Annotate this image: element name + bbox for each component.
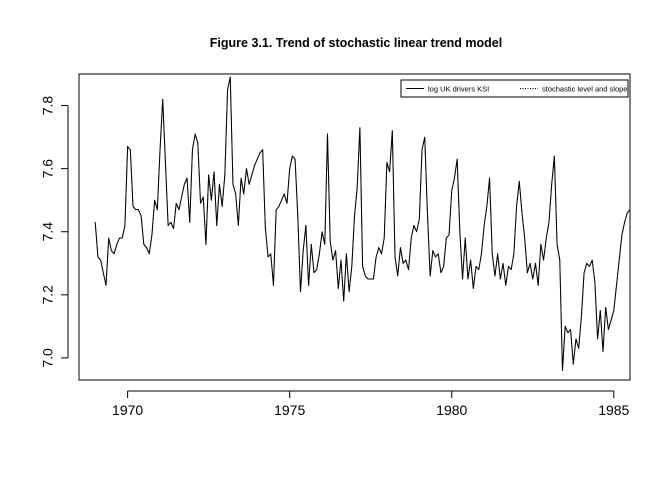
x-tick-label: 1980 [436, 402, 467, 418]
series-layer [94, 76, 631, 372]
chart-title: Figure 3.1. Trend of stochastic linear t… [210, 36, 502, 50]
y-tick-label: 7.2 [40, 285, 56, 305]
y-tick-label: 7.6 [40, 159, 56, 179]
plot-frame [78, 73, 631, 381]
legend-label-series-2: stochastic level and slope [542, 85, 627, 94]
x-axis: 1970 1975 1980 1985 [112, 390, 630, 418]
legend-box [400, 79, 629, 98]
y-tick-label: 7.8 [40, 96, 56, 116]
series-line-1 [94, 76, 631, 372]
series-line-2 [94, 76, 631, 372]
x-tick-label: 1975 [274, 402, 305, 418]
legend: log UK drivers KSI stochastic level and … [400, 79, 629, 98]
y-tick-label: 7.4 [40, 222, 56, 242]
x-tick-label: 1970 [112, 402, 143, 418]
y-axis: 7.0 7.2 7.4 7.6 7.8 [40, 96, 69, 368]
legend-label-series-1: log UK drivers KSI [428, 85, 489, 94]
x-tick-label: 1985 [598, 402, 629, 418]
y-tick-label: 7.0 [40, 348, 56, 368]
